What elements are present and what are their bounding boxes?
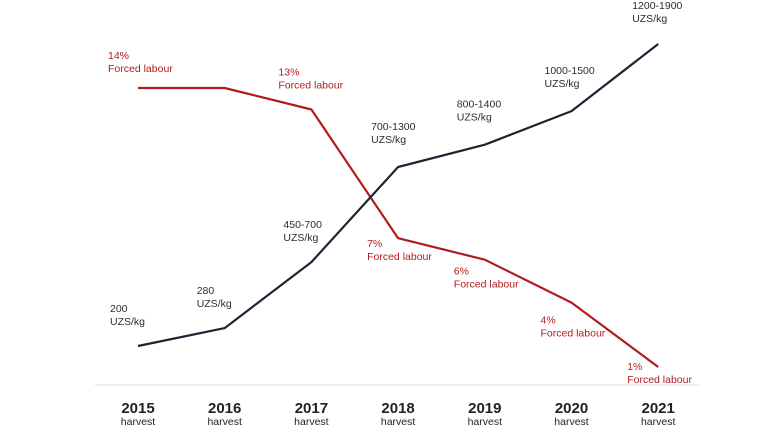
x-tick-sublabel: harvest [554,416,589,428]
x-tick-label: 2015 [121,400,154,417]
x-tick-sublabel: harvest [641,416,676,428]
price-data-label: UZS/kg [457,112,492,124]
price-data-label: UZS/kg [197,298,232,310]
x-tick-label: 2018 [381,400,414,417]
price-data-label: 1000-1500 [545,65,595,77]
price-data-label: 200 [110,303,128,315]
data-labels: 14%Forced labour 13%Forced labour7%Forced… [108,0,692,386]
x-tick-sublabel: harvest [381,416,416,428]
forced-labour-data-label: Forced labour [627,374,692,386]
price-data-label: UZS/kg [283,232,318,244]
forced-labour-data-label: 1% [627,361,642,373]
price-series-line [137,43,659,348]
forced-labour-data-label: 13% [278,66,299,78]
x-tick-sublabel: harvest [207,416,242,428]
forced-labour-data-label: Forced labour [108,63,173,75]
x-axis-ticks: 2015harvest2016harvest2017harvest2018har… [121,400,676,428]
x-tick-sublabel: harvest [294,416,329,428]
x-tick-label: 2020 [555,400,588,417]
x-tick-label: 2016 [208,400,241,417]
x-tick-label: 2017 [295,400,328,417]
forced-labour-data-label: 4% [541,315,556,327]
price-data-label: UZS/kg [545,78,580,90]
x-tick-label: 2021 [642,400,675,417]
forced-labour-data-label: Forced labour [278,79,343,91]
price-data-label: 1200-1900 [632,0,682,12]
price-data-label: UZS/kg [632,13,667,25]
x-tick-sublabel: harvest [121,416,156,428]
price-data-label: UZS/kg [371,134,406,146]
price-data-label: 700-1300 [371,121,416,133]
forced-labour-series-line [138,86,659,368]
x-tick-label: 2019 [468,400,501,417]
forced-labour-data-label: Forced labour [367,251,432,263]
price-data-label: UZS/kg [110,316,145,328]
series-lines [137,43,659,368]
forced-labour-data-label: Forced labour [541,328,606,340]
forced-labour-data-label: 14% [108,50,129,62]
price-data-label: 800-1400 [457,99,502,111]
price-data-label: 280 [197,285,215,297]
forced-labour-data-label: 6% [454,266,469,278]
forced-labour-data-label: 7% [367,238,382,250]
price-data-label: 450-700 [283,219,322,231]
forced-labour-data-label: Forced labour [454,279,519,291]
x-tick-sublabel: harvest [468,416,503,428]
